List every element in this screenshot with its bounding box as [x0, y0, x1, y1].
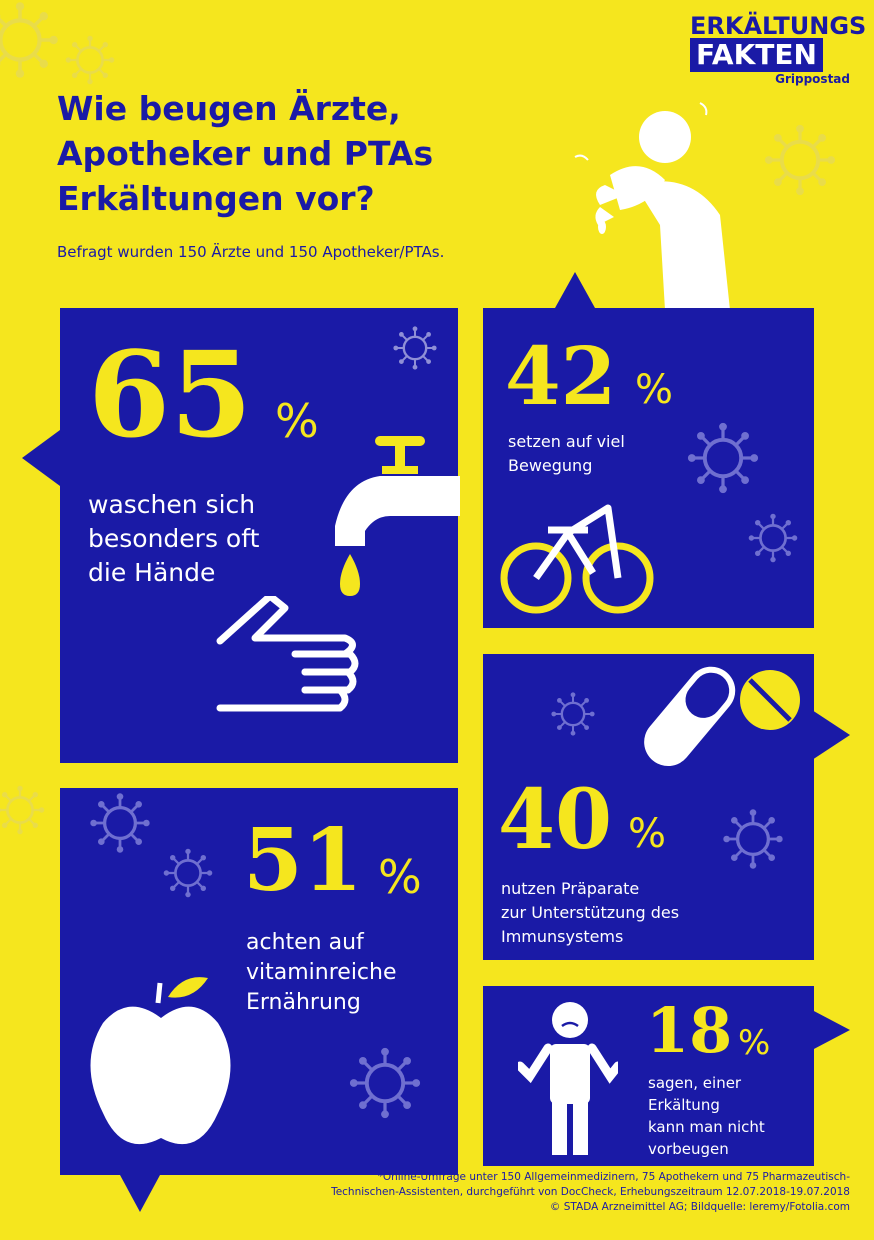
panel-movement: 42 % setzen auf viel Bewegung: [483, 308, 814, 628]
panel-nutrition: 51 % achten auf vitaminreiche Ernährung: [60, 788, 458, 1175]
stat-text-hands-line2: besonders oft: [88, 524, 260, 553]
stat-text-hands: waschen sich besonders oft die Hände: [88, 488, 259, 590]
stat-text-preparations-line1: nutzen Präparate: [501, 879, 640, 898]
footnote-line3: © STADA Arzneimittel AG; Bildquelle: ler…: [549, 1201, 850, 1213]
pill-icon: [740, 670, 800, 730]
footnote: *Online-Umfrage unter 150 Allgemeinmediz…: [150, 1170, 850, 1215]
stat-text-nutrition-line2: vitaminreiche: [246, 960, 397, 985]
stat-unit-preparations: %: [628, 811, 667, 857]
page-subtitle: Befragt wurden 150 Ärzte und 150 Apothek…: [57, 243, 445, 261]
apple-icon: [90, 977, 231, 1145]
shrugging-person-icon: [518, 1002, 618, 1155]
stat-unit-nutrition: %: [378, 850, 422, 904]
virus-icon: [88, 791, 152, 855]
virus-icon: [550, 691, 596, 737]
page-title: Wie beugen Ärzte, Apotheker und PTAs Erk…: [57, 86, 477, 221]
virus-icon: [162, 847, 214, 899]
stat-value-hands: 65: [88, 325, 253, 464]
hand-icon: [216, 596, 359, 712]
title-line2: Apotheker und PTAs: [57, 134, 434, 173]
stat-value-preparations: 40: [498, 772, 613, 868]
panel-fatalism: 18 % sagen, einer Erkältung kann man nic…: [483, 986, 814, 1166]
stat-unit-fatalism: %: [738, 1023, 771, 1063]
stat-text-nutrition-line3: Ernährung: [246, 990, 361, 1015]
stat-text-fatalism-line1: sagen, einer: [648, 1074, 742, 1092]
brand-line1: ERKÄLTUNGS: [690, 12, 867, 40]
virus-icon: [747, 512, 799, 564]
stat-value-movement: 42: [505, 329, 617, 423]
stat-text-preparations-line3: Immunsystems: [501, 927, 624, 946]
stat-text-fatalism-line2: Erkältung: [648, 1096, 720, 1114]
footnote-line2: Technischen-Assistenten, durchgeführt vo…: [331, 1186, 850, 1198]
stat-unit-hands: %: [275, 394, 319, 448]
stat-unit-movement: %: [635, 367, 674, 413]
capsule-icon: [644, 666, 736, 767]
faucet-icon: [335, 436, 460, 596]
title-line1: Wie beugen Ärzte,: [57, 89, 401, 128]
stat-text-hands-line3: die Hände: [88, 558, 216, 587]
stat-text-nutrition: achten auf vitaminreiche Ernährung: [246, 928, 397, 1018]
bicycle-icon: [500, 504, 654, 614]
stat-text-preparations-line2: zur Unterstützung des: [501, 903, 680, 922]
stat-text-movement-line1: setzen auf viel: [508, 432, 625, 451]
sneezing-person-icon: [574, 102, 730, 310]
panel-preparations: 40 % nutzen Präparate zur Unterstützung …: [483, 654, 814, 960]
virus-icon: [685, 420, 761, 496]
panel-hands: 65 % waschen sich besonders oft die Händ…: [60, 308, 460, 763]
stat-text-fatalism-line3: kann man nicht: [648, 1118, 765, 1136]
brand-line3: Grippostad: [775, 72, 850, 86]
footnote-line1: *Online-Umfrage unter 150 Allgemeinmediz…: [377, 1171, 850, 1183]
title-line3: Erkältungen vor?: [57, 179, 375, 218]
stat-text-hands-line1: waschen sich: [88, 490, 256, 519]
stat-value-fatalism: 18: [646, 994, 733, 1067]
stat-value-nutrition: 51: [243, 810, 363, 911]
stat-text-nutrition-line1: achten auf: [246, 930, 364, 955]
virus-icon: [392, 325, 438, 371]
stat-text-fatalism-line4: vorbeugen: [648, 1140, 729, 1158]
brand-line2: FAKTEN: [690, 38, 823, 72]
stat-text-fatalism: sagen, einer Erkältung kann man nicht vo…: [648, 1072, 765, 1160]
virus-icon: [721, 807, 785, 871]
stat-text-movement: setzen auf viel Bewegung: [508, 430, 625, 478]
stat-text-movement-line2: Bewegung: [508, 456, 593, 475]
brand-logo: ERKÄLTUNGS FAKTEN Grippostad: [690, 12, 867, 86]
virus-icon: [347, 1045, 423, 1121]
stat-text-preparations: nutzen Präparate zur Unterstützung des I…: [501, 877, 679, 949]
